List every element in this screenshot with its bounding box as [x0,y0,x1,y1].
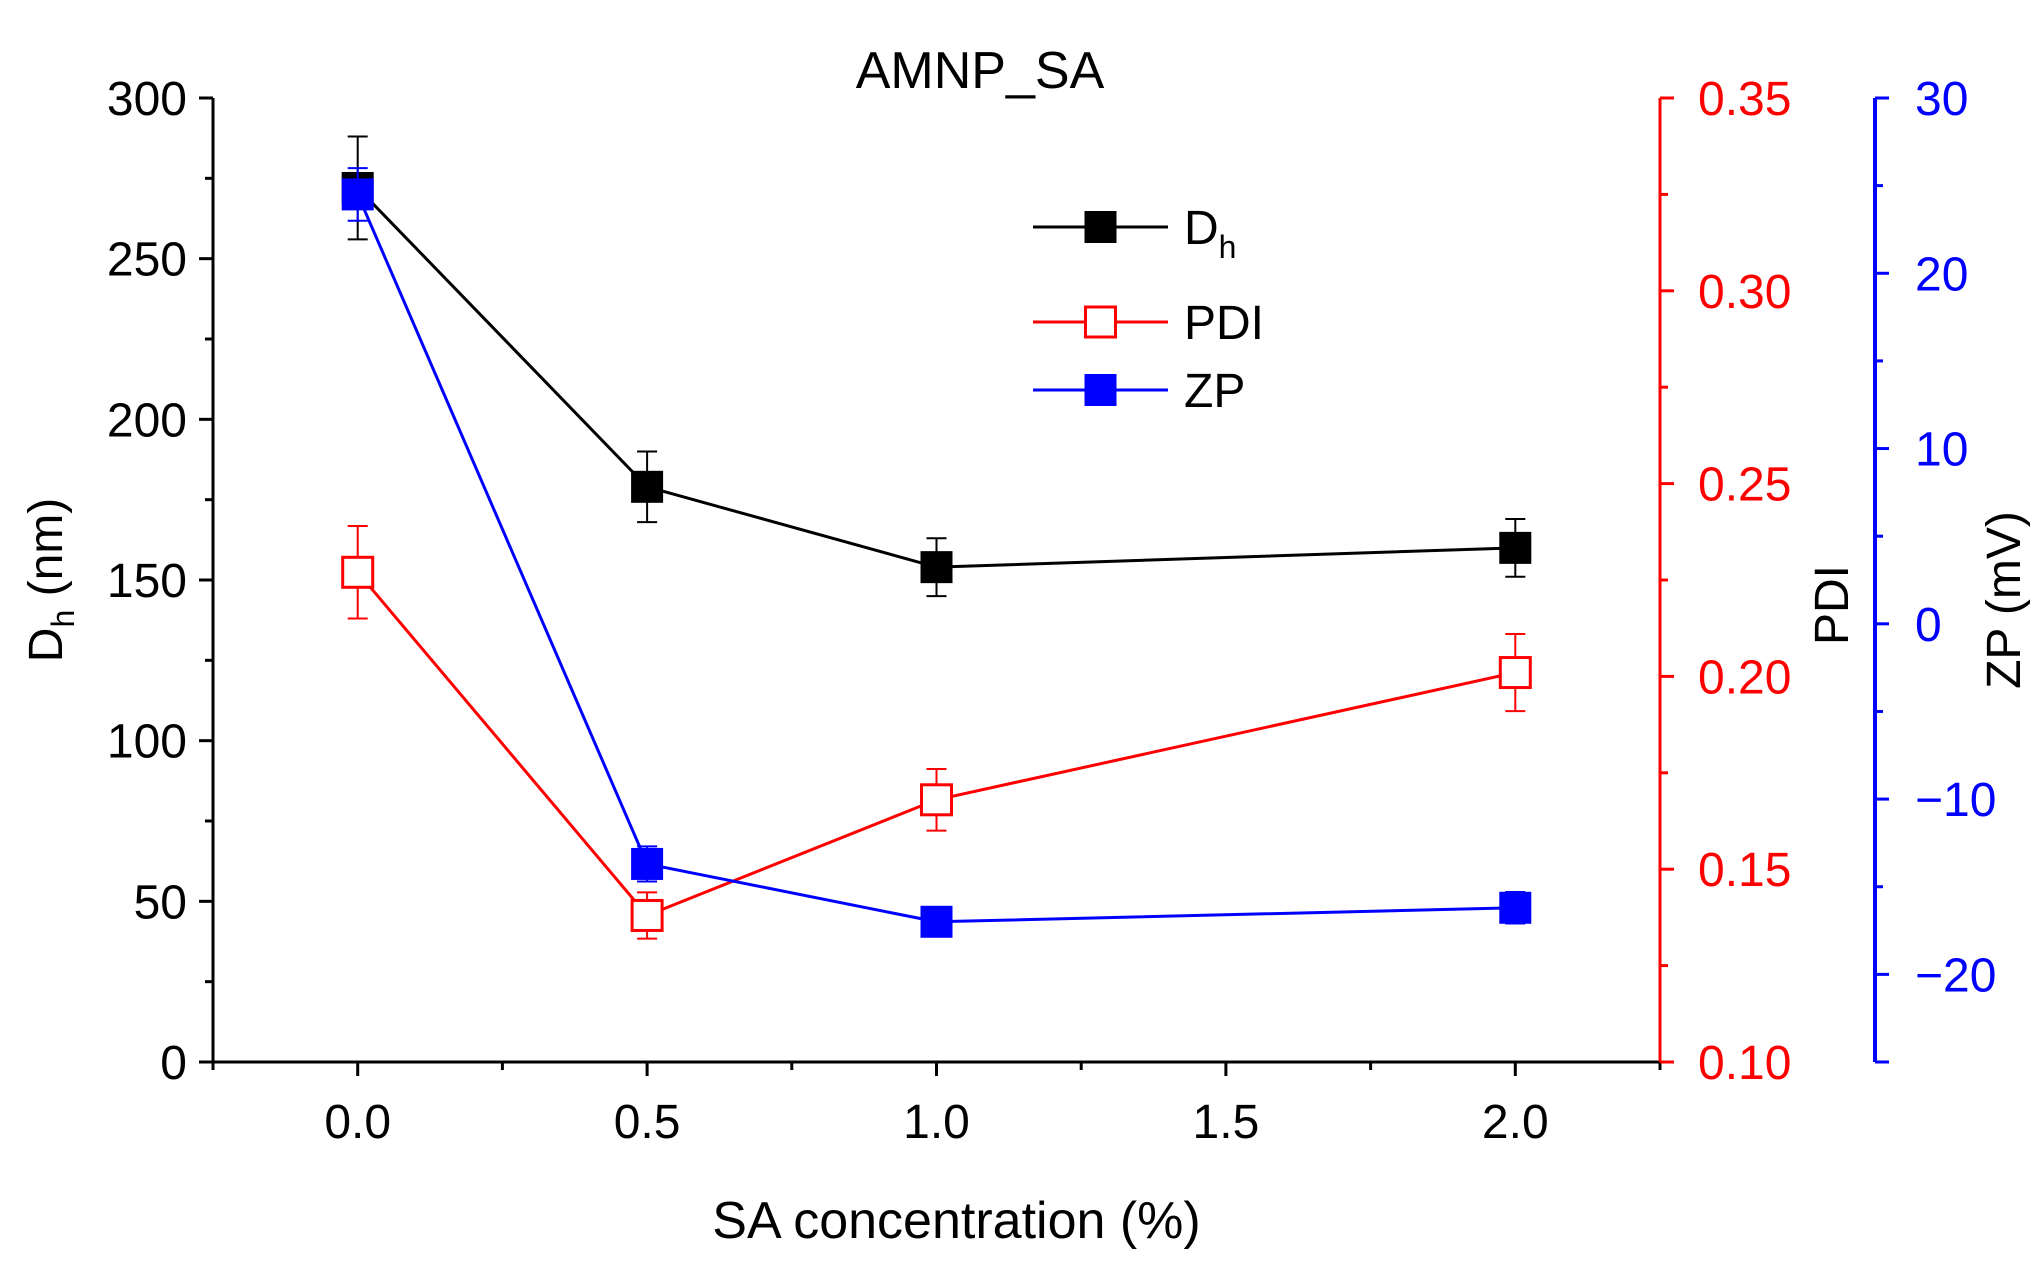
left-tick-label: 150 [107,555,187,608]
zp-point [631,847,664,880]
pdi-series-line [356,571,1516,918]
pdi-point [630,898,664,932]
left-axis-title-unit: (nm) [20,498,73,610]
left-tick-label: 100 [107,716,187,769]
chart-title: AMNP_SA [856,42,1105,100]
pdi-point [920,783,953,817]
zp-series-line [356,193,1516,924]
legend-dh-label: Dh [1184,202,1236,265]
left-tick-label: 300 [107,73,187,126]
dh-point [631,470,664,503]
left-tick-label: 0 [160,1037,187,1090]
legend-dh-marker [1084,211,1117,243]
zp-axis-title: ZP (mV) [1978,511,2031,689]
pdi-tick-label: 0.25 [1698,459,1791,512]
x-tick-label: 1.0 [903,1096,970,1149]
zp-tick-label: −10 [1915,774,1996,827]
zp-tick-label: 0 [1915,599,1942,652]
dh-point [1499,531,1532,564]
x-tick-label: 1.5 [1193,1096,1260,1149]
zp-point [341,178,374,211]
pdi-tick-label: 0.35 [1698,73,1791,126]
pdi-point [341,555,375,589]
legend-zp-label-main: ZP [1184,365,1245,418]
legend-dh-label-main: D [1184,202,1219,255]
legend-pdi-label: PDI [1184,297,1264,350]
pdi-tick-label: 0.15 [1698,844,1791,897]
left-axis-title: Dh (nm) [20,498,81,662]
pdi-tick-label: 0.10 [1698,1037,1791,1090]
zp-tick-label: 30 [1915,73,1968,126]
legend-zp-label: ZP [1184,365,1245,418]
zp-point [920,905,953,938]
pdi-point [1498,656,1532,690]
x-tick-label: 0.5 [614,1096,681,1149]
dh-series-line [356,186,1516,569]
pdi-axis-title: PDI [1806,565,1859,645]
left-axis-title-sub: h [45,610,81,628]
legend-pdi-label-main: PDI [1184,297,1264,350]
left-tick-label: 250 [107,234,187,287]
legend-dh-label-sub: h [1219,229,1237,265]
x-tick-label: 2.0 [1482,1096,1549,1149]
x-tick-label: 0.0 [324,1096,391,1149]
legend-zp-marker [1084,374,1117,406]
pdi-tick-label: 0.20 [1698,651,1791,704]
dh-point [920,551,953,584]
left-tick-label: 200 [107,394,187,447]
left-axis-title-main: D [20,628,73,663]
zp-tick-label: 20 [1915,248,1968,301]
left-tick-label: 50 [134,876,187,929]
x-axis-title: SA concentration (%) [712,1192,1200,1250]
zp-tick-label: −20 [1915,949,1996,1002]
pdi-tick-label: 0.30 [1698,266,1791,319]
zp-point [1499,891,1532,924]
legend-pdi-marker [1084,305,1117,339]
zp-tick-label: 10 [1915,424,1968,477]
